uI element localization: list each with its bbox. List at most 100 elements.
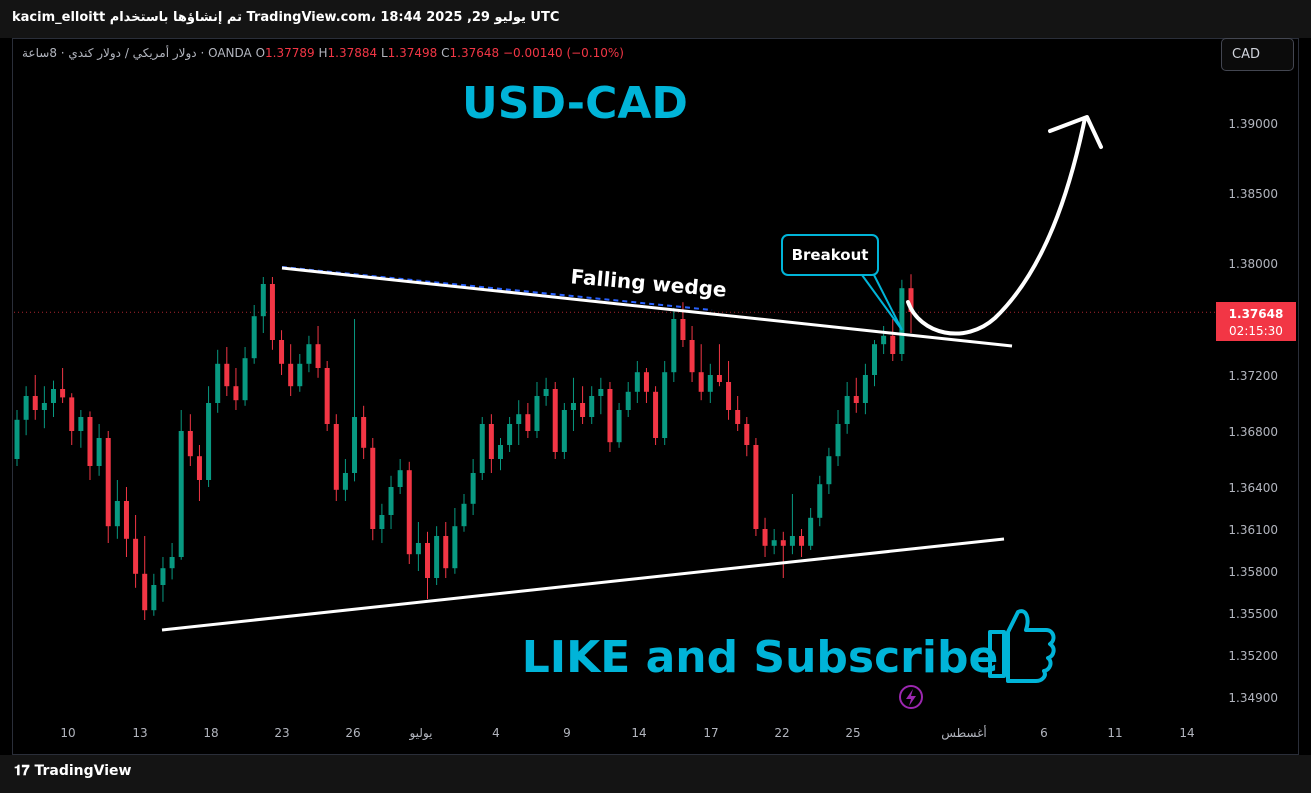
currency-button[interactable]: CAD xyxy=(1221,38,1294,71)
candle-body xyxy=(762,529,768,546)
x-tick-label: 23 xyxy=(274,726,289,740)
snapshot-header: kacim_elloitt تم إنشاؤها باستخدام Tradin… xyxy=(12,10,560,25)
x-tick-label: 10 xyxy=(60,726,75,740)
x-tick-label: 14 xyxy=(631,726,646,740)
candle-body xyxy=(78,417,84,431)
symbol-label[interactable]: دولار أمريكي / دولار كندي · 8ساعة · OAND… xyxy=(22,46,252,60)
candle-body xyxy=(306,344,312,364)
chart-title: USD-CAD xyxy=(462,78,688,129)
candle-body xyxy=(516,414,522,424)
candle-body xyxy=(315,344,321,368)
candle-body xyxy=(580,403,586,417)
candle-body xyxy=(342,473,348,490)
candle-body xyxy=(853,396,859,403)
x-tick-label: 18 xyxy=(203,726,218,740)
candle-body xyxy=(552,389,558,452)
tradingview-logo[interactable]: 𝟏𝟕 TradingView xyxy=(14,763,131,779)
close-label: C xyxy=(441,46,450,60)
projection-arrow-path xyxy=(906,116,1087,336)
candle-body xyxy=(96,438,102,466)
candle-body xyxy=(799,536,805,546)
candle-body xyxy=(488,424,494,459)
tradingview-logo-icon: 𝟏𝟕 xyxy=(14,763,35,779)
candle-body xyxy=(215,363,221,403)
candle-body xyxy=(196,456,202,480)
candle-body xyxy=(178,431,184,557)
y-tick-label: 1.39000 xyxy=(1228,117,1278,131)
candle-body xyxy=(479,424,485,473)
y-tick-label: 1.36400 xyxy=(1228,481,1278,495)
candle-body xyxy=(133,538,139,574)
x-tick-label: أغسطس xyxy=(941,725,986,741)
countdown-label: 02:15:30 xyxy=(1229,324,1283,338)
candle-body xyxy=(114,501,120,527)
y-tick-label: 1.36800 xyxy=(1228,425,1278,439)
candle-body xyxy=(908,288,914,312)
candle-body xyxy=(744,424,750,445)
pattern-label: Falling wedge xyxy=(570,264,728,302)
x-tick-label: 4 xyxy=(492,726,500,740)
candle-body xyxy=(671,319,677,373)
candle-body xyxy=(269,284,275,340)
y-tick-label: 1.34900 xyxy=(1228,691,1278,705)
candle-body xyxy=(279,340,285,364)
candle-body xyxy=(160,568,166,585)
candle-body xyxy=(288,363,294,387)
bottom-bar xyxy=(0,755,1311,793)
candle-body xyxy=(680,319,686,340)
candle-body xyxy=(14,419,20,459)
candle-body xyxy=(370,447,376,529)
candle-body xyxy=(50,389,56,403)
high-label: H xyxy=(318,46,328,60)
wedge-lower-line xyxy=(161,537,1005,632)
candle-body xyxy=(69,397,75,431)
close-value: 1.37648 xyxy=(449,46,500,60)
candle-body xyxy=(653,391,659,438)
lightning-icon xyxy=(899,685,923,709)
candle-body xyxy=(461,503,467,527)
candle-body xyxy=(780,540,786,546)
candle-body xyxy=(352,417,358,473)
open-value: 1.37789 xyxy=(265,46,315,60)
candle-body xyxy=(771,540,777,546)
candle-body xyxy=(698,372,704,392)
candle-body xyxy=(87,417,93,466)
current-price-label: 1.37648 xyxy=(1229,307,1284,321)
top-bar: kacim_elloitt تم إنشاؤها باستخدام Tradin… xyxy=(0,0,1311,38)
candle-body xyxy=(789,536,795,546)
candle-body xyxy=(415,543,421,555)
x-tick-label: 6 xyxy=(1040,726,1048,740)
y-tick-label: 1.38000 xyxy=(1228,257,1278,271)
candle-body xyxy=(598,389,604,396)
candle-body xyxy=(251,316,257,359)
breakout-callout-pointer xyxy=(861,274,903,331)
thumbs-up-icon xyxy=(988,609,1056,683)
candle-body xyxy=(32,396,38,410)
candle-body xyxy=(534,396,540,431)
candle-body xyxy=(151,585,157,611)
candle-body xyxy=(397,470,403,487)
candle-body xyxy=(260,284,266,317)
candle-body xyxy=(470,473,476,504)
candle-body xyxy=(607,389,613,443)
y-tick-label: 1.38500 xyxy=(1228,187,1278,201)
x-tick-label: يوليو xyxy=(408,726,432,741)
open-label: O xyxy=(255,46,266,60)
candle-body xyxy=(872,344,878,375)
candle-body xyxy=(570,403,576,410)
candle-body xyxy=(497,445,503,459)
candle-body xyxy=(890,335,896,354)
lightning-icon-bolt xyxy=(906,689,916,706)
candle-body xyxy=(735,410,741,424)
candle-body xyxy=(23,396,29,420)
breakout-callout-text: Breakout xyxy=(792,246,869,264)
candle-body xyxy=(726,382,732,410)
candle-body xyxy=(707,375,713,392)
projection-arrowhead xyxy=(1048,115,1103,149)
candle-body xyxy=(123,501,129,539)
candle-body xyxy=(862,375,868,403)
y-tick-label: 1.37200 xyxy=(1228,369,1278,383)
tradingview-logo-text: TradingView xyxy=(34,763,132,779)
candle-body xyxy=(753,445,759,529)
